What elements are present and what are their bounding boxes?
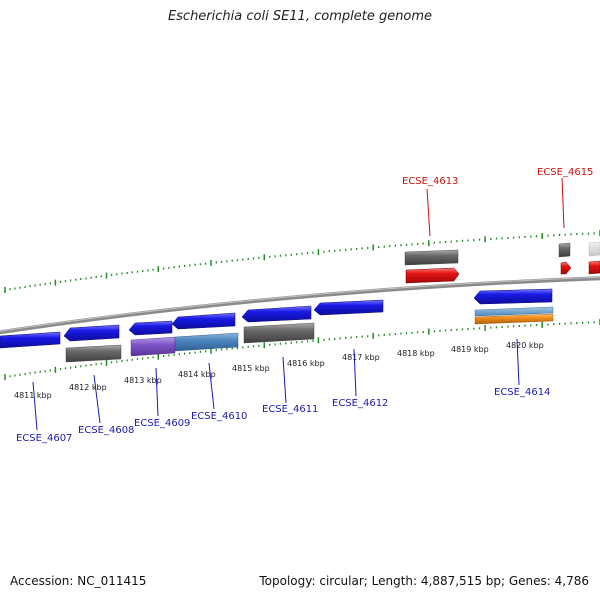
gene-label-4610[interactable]: ECSE_4610 — [191, 411, 247, 422]
feature-gray-4615 — [558, 242, 571, 258]
feature-gray-1 — [65, 344, 122, 363]
genome-backbone — [0, 276, 600, 335]
gene-label-4613[interactable]: ECSE_4613 — [402, 176, 458, 187]
gene-edge-red-arrow — [588, 260, 600, 275]
map-title: Escherichia coli SE11, complete genome — [167, 9, 433, 24]
gene-label-4612[interactable]: ECSE_4612 — [332, 398, 388, 409]
scale-label-4812: 4812 kbp — [69, 383, 107, 392]
scale-label-4815: 4815 kbp — [232, 364, 270, 373]
minus-strand-genes — [0, 288, 553, 349]
gene-label-4611[interactable]: ECSE_4611 — [262, 404, 318, 415]
plus-strand-genes — [404, 241, 600, 284]
gene-4609-arrow[interactable] — [128, 320, 173, 336]
gene-4613-arrow[interactable] — [405, 267, 460, 284]
feature-purple — [130, 336, 176, 357]
gene-4610-arrow[interactable] — [171, 312, 236, 330]
gene-label-4609[interactable]: ECSE_4609 — [134, 418, 190, 429]
genome-summary-text: Topology: circular; Length: 4,887,515 bp… — [259, 574, 589, 588]
scale-label-4819: 4819 kbp — [451, 345, 489, 354]
feature-gray-4613 — [404, 249, 459, 266]
gene-4607-arrow[interactable] — [0, 331, 61, 349]
inner-features — [65, 306, 554, 363]
gene-4615-arrow[interactable] — [560, 261, 572, 275]
scale-label-4811: 4811 kbp — [14, 391, 52, 400]
outer-tick-track — [4, 230, 600, 293]
gene-4611-arrow[interactable] — [241, 305, 312, 323]
gene-label-4608[interactable]: ECSE_4608 — [78, 425, 134, 436]
gene-4608-arrow[interactable] — [63, 324, 120, 342]
feature-steelblue — [174, 332, 239, 352]
gene-label-4607[interactable]: ECSE_4607 — [16, 433, 72, 444]
scale-label-4816: 4816 kbp — [287, 359, 325, 368]
gene-label-4615[interactable]: ECSE_4615 — [537, 167, 593, 178]
gene-labels: ECSE_4607 ECSE_4608 ECSE_4609 ECSE_4610 … — [16, 167, 593, 444]
scale-label-4820: 4820 kbp — [506, 341, 544, 350]
feature-orange-4614 — [474, 313, 554, 325]
inner-tick-track — [4, 319, 600, 380]
feature-lightgray-edge — [588, 241, 600, 257]
label-leaders — [32, 177, 565, 431]
gene-4612-arrow[interactable] — [313, 299, 384, 316]
feature-gray-2 — [243, 322, 315, 344]
gene-4614-arrow[interactable] — [473, 288, 553, 305]
gene-label-4614[interactable]: ECSE_4614 — [494, 387, 550, 398]
scale-label-4817: 4817 kbp — [342, 353, 380, 362]
feature-teal-4614 — [474, 306, 554, 317]
scale-label-4818: 4818 kbp — [397, 349, 435, 358]
scale-labels: 4811 kbp 4812 kbp 4813 kbp 4814 kbp 4815… — [14, 341, 544, 400]
accession-text: Accession: NC_011415 — [10, 574, 147, 588]
scale-label-4813: 4813 kbp — [124, 376, 162, 385]
scale-label-4814: 4814 kbp — [178, 370, 216, 379]
